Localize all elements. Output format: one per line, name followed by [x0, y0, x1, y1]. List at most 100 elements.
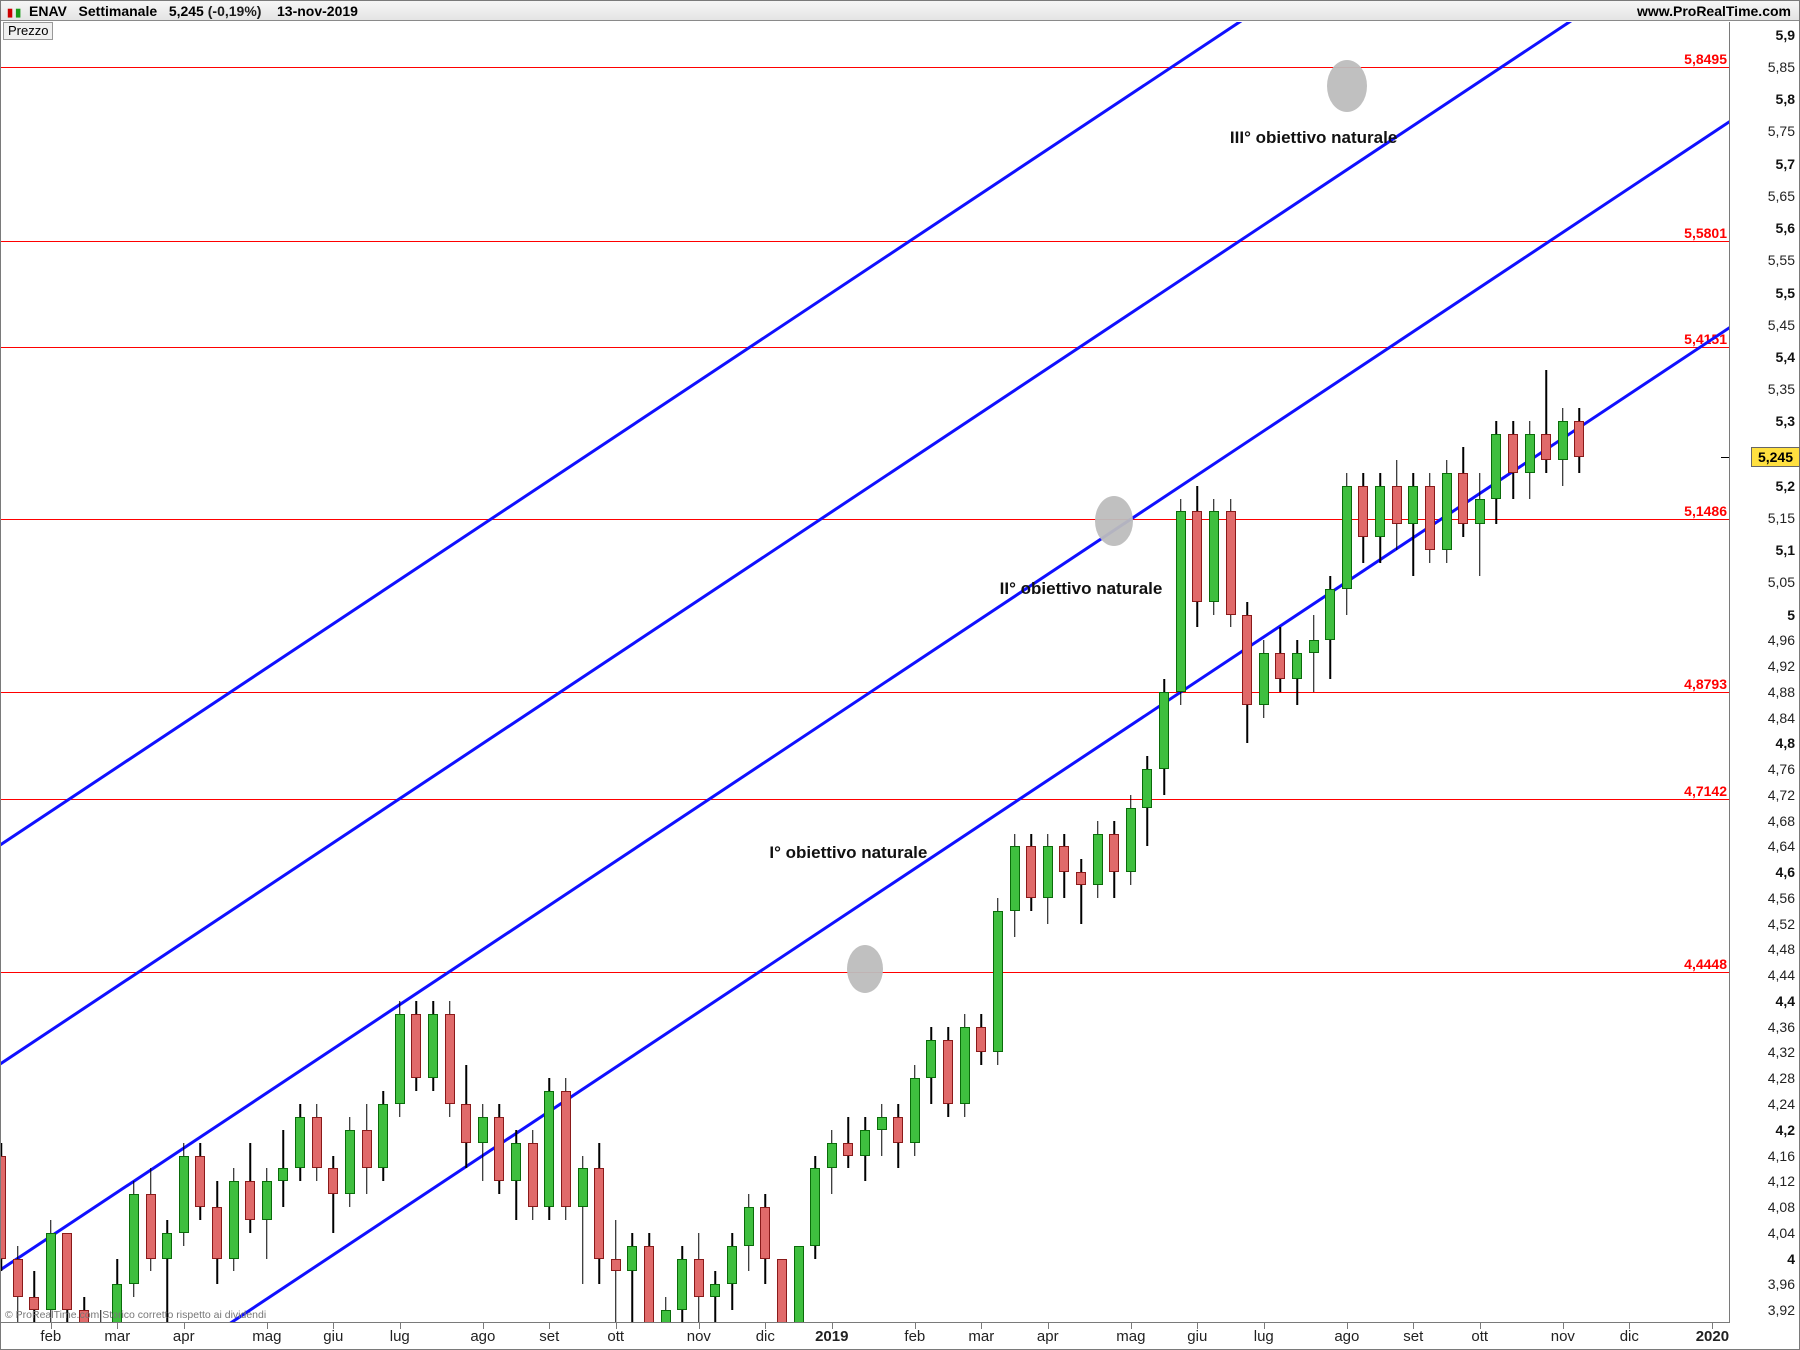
candle-body: [810, 1168, 820, 1245]
y-tick: 4,6: [1776, 864, 1795, 880]
x-tick-mark: [184, 1323, 185, 1329]
trend-line: [1, 22, 1729, 900]
candle-wick: [1313, 615, 1315, 692]
x-tick: giu: [323, 1328, 343, 1345]
horizontal-level: [1, 241, 1729, 242]
level-label: 4,7142: [1684, 783, 1729, 799]
y-tick: 5,2: [1776, 478, 1795, 494]
y-tick: 4,64: [1768, 838, 1795, 854]
y-tick: 4,68: [1768, 813, 1795, 829]
price-tick-line: [1721, 457, 1729, 458]
candle-body: [1375, 486, 1385, 538]
candle-body: [295, 1117, 305, 1169]
annotation-text: III° obiettivo naturale: [1230, 128, 1397, 148]
y-tick: 5,5: [1776, 285, 1795, 301]
candle-body: [843, 1143, 853, 1156]
candle-body: [212, 1207, 222, 1259]
horizontal-level: [1, 799, 1729, 800]
candle-body: [1076, 872, 1086, 885]
x-tick-mark: [1197, 1323, 1198, 1329]
x-tick-mark: [1413, 1323, 1414, 1329]
x-tick-mark: [1563, 1323, 1564, 1329]
candle-body: [378, 1104, 388, 1168]
candle-wick: [482, 1104, 484, 1181]
x-tick: apr: [173, 1328, 195, 1345]
candle-body: [494, 1117, 504, 1181]
y-tick: 5,85: [1768, 59, 1795, 75]
chart-container: ▮▮ ENAV Settimanale 5,245 (-0,19%) 13-no…: [0, 0, 1800, 1350]
y-tick: 5,3: [1776, 413, 1795, 429]
candle-body: [1093, 834, 1103, 886]
candle-body: [1176, 511, 1186, 691]
x-tick-mark: [1131, 1323, 1132, 1329]
y-tick: 5,7: [1776, 156, 1795, 172]
x-tick-mark: [1048, 1323, 1049, 1329]
y-tick: 5,9: [1776, 27, 1795, 43]
candle-body: [262, 1181, 272, 1220]
y-tick: 4,2: [1776, 1122, 1795, 1138]
candle-wick: [1479, 473, 1481, 576]
candle-wick: [715, 1271, 717, 1323]
x-tick: mar: [104, 1328, 130, 1345]
x-tick: dic: [1620, 1328, 1639, 1345]
x-tick-mark: [981, 1323, 982, 1329]
x-tick-mark: [765, 1323, 766, 1329]
y-tick: 5,8: [1776, 91, 1795, 107]
x-tick: mar: [968, 1328, 994, 1345]
candle-body: [710, 1284, 720, 1297]
x-tick-mark: [1347, 1323, 1348, 1329]
x-tick-mark: [1629, 1323, 1630, 1329]
candle-body: [1392, 486, 1402, 525]
site-label: www.ProRealTime.com: [1637, 1, 1791, 21]
x-tick-mark: [616, 1323, 617, 1329]
y-tick: 4,04: [1768, 1225, 1795, 1241]
y-tick: 5,1: [1776, 542, 1795, 558]
candle-body: [1275, 653, 1285, 679]
candle-body: [146, 1194, 156, 1258]
y-tick: 5: [1787, 607, 1795, 623]
y-tick: 4,52: [1768, 916, 1795, 932]
chart-header: ▮▮ ENAV Settimanale 5,245 (-0,19%) 13-no…: [1, 1, 1799, 21]
x-tick: mag: [1116, 1328, 1145, 1345]
x-tick: set: [1403, 1328, 1423, 1345]
x-tick: lug: [390, 1328, 410, 1345]
timeframe-label: Settimanale: [79, 3, 158, 19]
candle-body: [1226, 511, 1236, 614]
y-tick: 4,28: [1768, 1070, 1795, 1086]
horizontal-level: [1, 347, 1729, 348]
candle-body: [976, 1027, 986, 1053]
candle-body: [1292, 653, 1302, 679]
candle-body: [1126, 808, 1136, 872]
x-tick: dic: [756, 1328, 775, 1345]
tick-up-icon: ▮: [15, 7, 21, 19]
y-tick: 4,16: [1768, 1148, 1795, 1164]
candle-body: [993, 911, 1003, 1053]
y-tick: 5,15: [1768, 510, 1795, 526]
candle-body: [943, 1040, 953, 1104]
candle-body: [1325, 589, 1335, 641]
y-tick: 4,88: [1768, 684, 1795, 700]
y-tick: 4,92: [1768, 658, 1795, 674]
candle-body: [827, 1143, 837, 1169]
y-axis: 5,95,855,85,755,75,655,65,555,55,455,45,…: [1729, 22, 1799, 1323]
y-tick: 4,8: [1776, 735, 1795, 751]
candle-body: [13, 1259, 23, 1298]
candle-body: [760, 1207, 770, 1259]
candle-body: [245, 1181, 255, 1220]
candle-body: [478, 1117, 488, 1143]
candle-body: [744, 1207, 754, 1246]
x-tick: giu: [1187, 1328, 1207, 1345]
candle-body: [1425, 486, 1435, 550]
target-ellipse: [1327, 60, 1367, 112]
x-tick-mark: [483, 1323, 484, 1329]
y-tick: 4,36: [1768, 1019, 1795, 1035]
x-tick: ago: [1334, 1328, 1359, 1345]
plot-area[interactable]: 5,84955,58015,41515,14864,87934,71424,44…: [1, 22, 1729, 1323]
level-label: 5,1486: [1684, 503, 1729, 519]
x-tick: nov: [687, 1328, 711, 1345]
candle-body: [62, 1233, 72, 1310]
candle-body: [395, 1014, 405, 1104]
y-tick: 5,75: [1768, 123, 1795, 139]
candle-body: [195, 1156, 205, 1208]
x-tick-mark: [1712, 1323, 1713, 1329]
